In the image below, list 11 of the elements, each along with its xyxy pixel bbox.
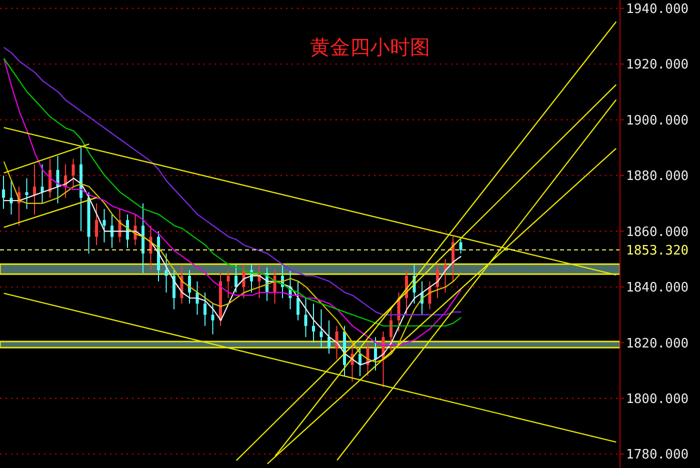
y-tick-label: 1860.000	[626, 224, 689, 240]
y-tick-label: 1900.000	[626, 113, 689, 128]
y-tick-label: 1920.000	[626, 58, 689, 73]
y-tick-label: 1820.000	[626, 336, 689, 352]
y-tick-label: 1780.000	[626, 448, 689, 463]
y-tick-label: 1880.000	[626, 169, 689, 184]
y-tick-label: 1800.000	[626, 392, 689, 407]
text: 黄金四小时图	[309, 34, 431, 61]
y-tick-label: 1840.000	[626, 280, 689, 296]
ref-line-label: 1853.320	[626, 243, 689, 258]
y-tick-label: 1940.000	[626, 2, 689, 17]
